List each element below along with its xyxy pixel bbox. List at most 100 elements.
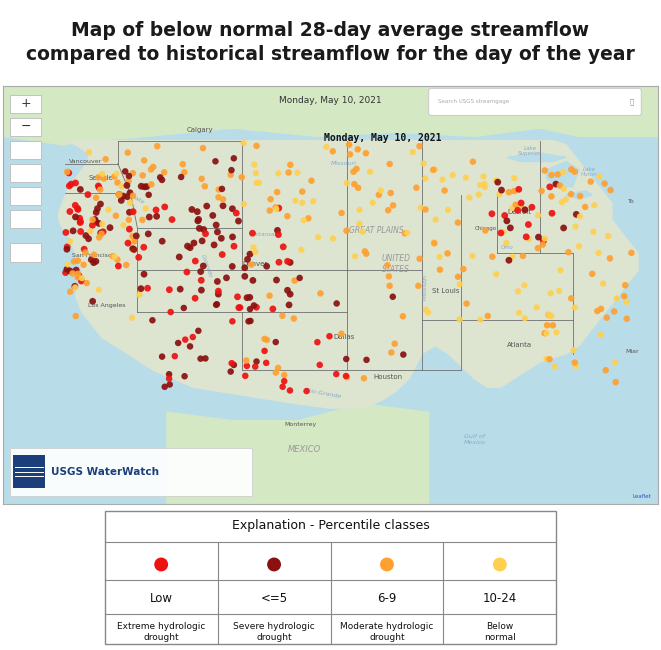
Point: [62, 259, 73, 270]
Point: [512, 205, 523, 215]
Point: [123, 238, 134, 248]
FancyBboxPatch shape: [429, 88, 641, 116]
Text: Houston: Houston: [373, 374, 402, 380]
Point: [270, 202, 281, 213]
Point: [496, 227, 506, 238]
Point: [594, 172, 605, 182]
Point: [94, 218, 104, 229]
Point: [383, 271, 394, 281]
Point: [138, 242, 149, 252]
Point: [85, 226, 96, 237]
Point: [251, 168, 261, 178]
Point: [139, 181, 150, 192]
Point: [505, 223, 516, 233]
Point: [97, 228, 107, 239]
Point: [79, 259, 89, 270]
Point: [519, 280, 529, 291]
Text: <=5: <=5: [260, 592, 288, 605]
Point: [87, 296, 98, 306]
Point: [402, 227, 412, 238]
Text: Extreme hydrologic
drought: Extreme hydrologic drought: [117, 622, 206, 642]
Point: [447, 170, 458, 180]
Point: [527, 202, 537, 213]
Point: [454, 314, 465, 324]
Point: [261, 358, 272, 368]
Point: [284, 167, 294, 177]
Point: [141, 181, 152, 192]
Point: [542, 320, 553, 330]
Text: Lake
Huron: Lake Huron: [580, 166, 598, 177]
Text: −: −: [20, 120, 31, 133]
Point: [70, 177, 81, 188]
Point: [533, 210, 543, 220]
Point: [533, 243, 543, 254]
Point: [95, 185, 106, 195]
Point: [315, 359, 325, 370]
Point: [94, 285, 104, 295]
Point: [139, 269, 149, 280]
Text: Monterrey: Monterrey: [285, 422, 317, 427]
Point: [152, 141, 163, 151]
Point: [122, 180, 132, 190]
Text: Moderate hydrologic
drought: Moderate hydrologic drought: [340, 622, 434, 642]
Point: [486, 209, 497, 219]
Point: [282, 256, 293, 266]
Point: [251, 302, 262, 313]
Point: [383, 205, 393, 215]
Point: [610, 377, 621, 387]
Point: [118, 191, 129, 202]
Point: [518, 251, 528, 261]
Point: [539, 328, 550, 339]
Point: [516, 198, 526, 208]
Point: [128, 244, 138, 254]
Point: [94, 232, 104, 242]
Point: [570, 221, 581, 231]
Text: Lake
Superior: Lake Superior: [518, 146, 542, 157]
Point: [80, 248, 91, 258]
Point: [373, 190, 384, 200]
Point: [108, 251, 118, 261]
Text: Map of below normal 28-day average streamflow
compared to historical streamflow : Map of below normal 28-day average strea…: [26, 21, 635, 64]
Point: [420, 305, 431, 315]
Text: To: To: [628, 199, 635, 203]
Point: [113, 190, 124, 200]
Point: [331, 298, 342, 309]
Point: [113, 261, 124, 271]
Point: [278, 382, 288, 392]
Point: [555, 265, 566, 276]
Point: [143, 229, 153, 239]
Point: [194, 223, 205, 233]
Point: [274, 257, 284, 267]
Point: [70, 282, 81, 293]
Point: [239, 271, 250, 281]
Point: [520, 205, 530, 215]
Point: [558, 167, 568, 177]
Point: [480, 182, 490, 192]
Point: [176, 172, 186, 182]
Point: [75, 217, 85, 228]
Point: [128, 168, 138, 178]
Point: [136, 283, 146, 294]
Point: [271, 204, 282, 214]
Point: [124, 171, 134, 181]
Point: [91, 216, 101, 227]
Point: [594, 248, 604, 258]
Point: [173, 338, 184, 348]
Point: [95, 199, 106, 209]
Point: [336, 208, 347, 218]
Point: [386, 347, 397, 358]
Point: [600, 178, 610, 188]
Point: [563, 247, 574, 257]
Point: [210, 156, 221, 166]
Point: [423, 307, 434, 317]
Point: [249, 159, 260, 170]
Point: [537, 239, 548, 250]
Point: [245, 249, 255, 259]
Point: [71, 311, 81, 321]
Point: [87, 214, 98, 225]
Point: [178, 303, 189, 313]
Point: [361, 248, 371, 259]
Point: [112, 177, 123, 188]
Point: [121, 260, 132, 270]
Point: [233, 302, 244, 313]
